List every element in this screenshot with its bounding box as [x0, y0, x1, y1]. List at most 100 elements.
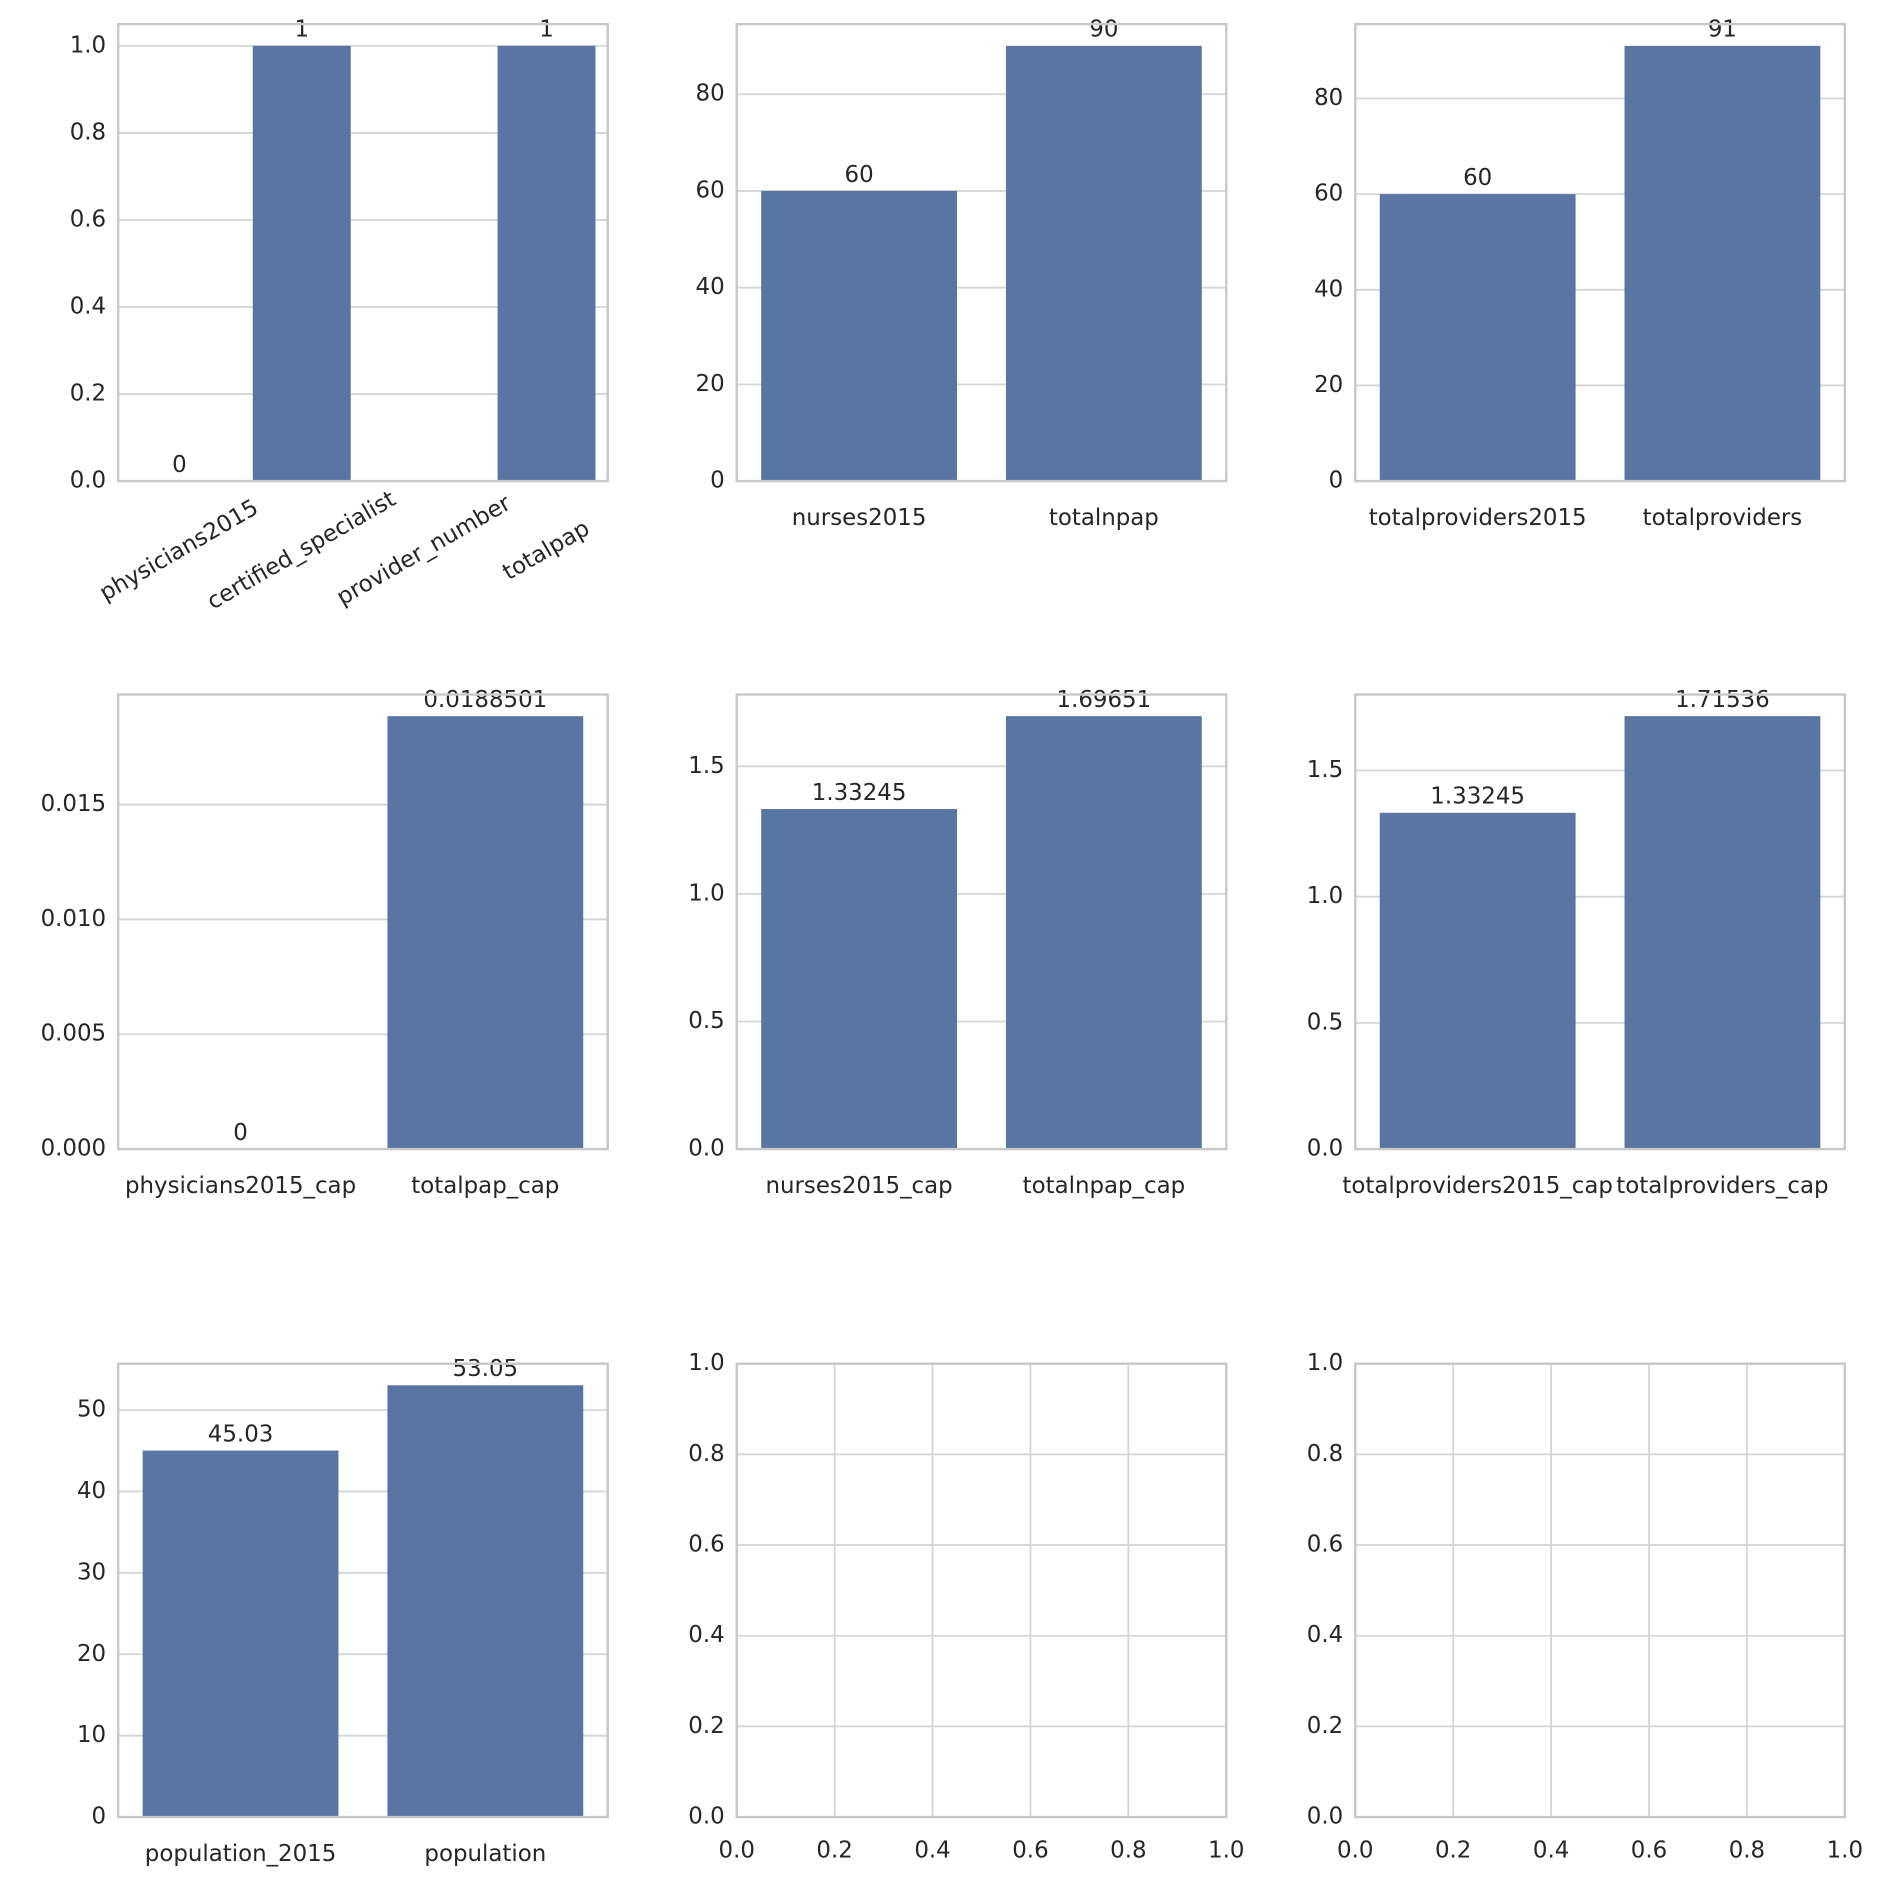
subplot: 0.0 0.5 1.0 1.5 nurses2015_cap 1.33245 totalnp… [688, 687, 1228, 1199]
x-tick-label: 0.0 [1337, 1837, 1373, 1863]
x-tick-label: totalproviders2015 [1369, 505, 1587, 531]
x-tick-label: totalpap [498, 515, 594, 585]
x-tick-label: 0.2 [1435, 1837, 1471, 1863]
data-label: 0.0188501 [423, 687, 547, 713]
y-tick-label: 0.005 [41, 1021, 107, 1047]
x-tick-label: 1.0 [1827, 1837, 1863, 1863]
y-tick-label: 0.6 [688, 1532, 724, 1558]
axes-frame [1354, 1362, 1847, 1819]
y-tick-label: 0.015 [41, 791, 107, 817]
y-tick-label: 0.2 [688, 1713, 724, 1739]
x-tick-label: totalpap_cap [411, 1173, 559, 1199]
data-label: 1.69651 [1057, 687, 1152, 713]
y-tick-label: 0.0 [1307, 1136, 1343, 1162]
subplot: 0.0 0.5 1.0 1.5 totalproviders2015_cap 1.3324… [1307, 687, 1847, 1199]
data-label: 1 [294, 17, 309, 43]
subplot: 0 10 20 30 40 50 population_2015 45.03 populatio… [77, 1356, 609, 1867]
axes-frame [1354, 693, 1847, 1151]
bar [387, 716, 584, 1150]
y-tick-label: 0.4 [70, 294, 106, 320]
y-tick-label: 50 [77, 1397, 106, 1423]
y-tick-label: 0.4 [688, 1622, 724, 1648]
axes-frame [735, 693, 1228, 1151]
x-tick-label: 0.4 [914, 1837, 950, 1863]
bar [1379, 812, 1576, 1150]
bar [761, 190, 958, 482]
axes-frame [735, 22, 1228, 483]
x-tick-label: population [424, 1841, 546, 1867]
y-tick-label: 80 [1314, 85, 1343, 111]
bar [1624, 45, 1821, 482]
y-tick-label: 0.4 [1307, 1622, 1343, 1648]
axes-frame [116, 1362, 609, 1819]
data-label: 1 [539, 17, 554, 43]
y-tick-label: 60 [696, 177, 725, 203]
bar [497, 45, 596, 482]
y-tick-label: 0.0 [688, 1136, 724, 1162]
data-label: 53.05 [453, 1356, 519, 1382]
x-tick-label: totalnpap_cap [1023, 1173, 1186, 1199]
y-tick-label: 1.5 [1307, 757, 1343, 783]
y-tick-label: 20 [77, 1641, 106, 1667]
y-tick-label: 0.2 [1307, 1713, 1343, 1739]
y-tick-label: 0.2 [70, 381, 106, 407]
data-label: 1.33245 [812, 780, 907, 806]
y-tick-label: 20 [1314, 372, 1343, 398]
x-tick-label: 0.4 [1533, 1837, 1569, 1863]
y-tick-label: 0 [710, 468, 725, 494]
bar [1379, 194, 1576, 482]
x-tick-label: population_2015 [145, 1841, 337, 1867]
bar [387, 1385, 584, 1818]
data-label: 60 [845, 162, 874, 188]
axes-frame [116, 22, 609, 483]
data-label: 1.71536 [1675, 687, 1770, 713]
y-tick-label: 0 [92, 1804, 107, 1830]
bar [1005, 716, 1202, 1150]
x-tick-label: nurses2015_cap [766, 1173, 953, 1199]
bar [761, 809, 958, 1150]
axes-frame [116, 693, 609, 1151]
y-tick-label: 0.0 [1307, 1804, 1343, 1830]
y-tick-label: 10 [77, 1722, 106, 1748]
x-tick-label: totalproviders [1643, 505, 1803, 531]
y-tick-label: 0.5 [1307, 1009, 1343, 1035]
subplot: 0.0 0.2 0.4 0.6 0.8 1.0 0.0 0.2 0.4 0.6 0.8 1.0 [688, 1350, 1244, 1863]
data-label: 45.03 [208, 1421, 274, 1447]
y-tick-label: 1.0 [688, 1350, 724, 1376]
data-label: 90 [1089, 17, 1118, 43]
x-tick-label: physicians2015_cap [125, 1173, 356, 1199]
subplot: 0 20 40 60 80 nurses2015 60 totalnpap 90 [696, 17, 1228, 531]
bar [252, 45, 351, 482]
y-tick-label: 0.010 [41, 906, 107, 932]
y-tick-label: 40 [696, 274, 725, 300]
y-tick-label: 60 [1314, 181, 1343, 207]
x-tick-label: totalnpap [1049, 505, 1159, 531]
axes-frame [735, 1362, 1228, 1819]
data-label: 0 [233, 1120, 248, 1146]
bar [1005, 45, 1202, 482]
y-tick-label: 0.000 [41, 1136, 107, 1162]
y-tick-label: 0.0 [70, 468, 106, 494]
axes-frame [1354, 22, 1847, 483]
x-tick-label: 0.0 [719, 1837, 755, 1863]
y-tick-label: 0.8 [688, 1441, 724, 1467]
subplot: 0.000 0.005 0.010 0.015 physicians2015_cap 0 t… [41, 687, 609, 1199]
y-tick-label: 0 [1329, 468, 1344, 494]
y-tick-label: 30 [77, 1559, 106, 1585]
x-tick-label: nurses2015 [792, 505, 927, 531]
subplot: 0.0 0.2 0.4 0.6 0.8 1.0 0.0 0.2 0.4 0.6 0.8 1.0 [1307, 1350, 1863, 1863]
x-tick-label: totalproviders_cap [1616, 1173, 1828, 1199]
y-tick-label: 0.5 [688, 1008, 724, 1034]
y-tick-label: 40 [1314, 276, 1343, 302]
y-tick-label: 0.8 [70, 119, 106, 145]
x-tick-label: 0.6 [1012, 1837, 1048, 1863]
y-tick-label: 0.6 [70, 206, 106, 232]
data-label: 60 [1463, 165, 1492, 191]
y-tick-label: 20 [696, 371, 725, 397]
y-tick-label: 1.0 [1307, 1350, 1343, 1376]
y-tick-label: 0.0 [688, 1804, 724, 1830]
y-tick-label: 1.5 [688, 753, 724, 779]
data-label: 0 [172, 452, 187, 478]
y-tick-label: 1.0 [688, 880, 724, 906]
data-label: 91 [1708, 17, 1737, 43]
